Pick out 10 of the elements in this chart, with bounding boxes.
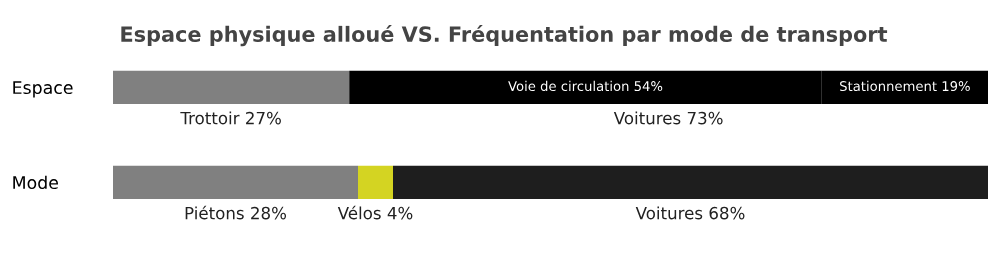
data-label: Trottoir 27% — [180, 111, 281, 125]
data-label: Piétons 28% — [185, 205, 287, 220]
y-tick-label: Espace — [13, 81, 73, 98]
data-label: Stationnement 19% — [840, 80, 970, 92]
annotation: Voitures 73% — [613, 111, 723, 125]
data-label: Voie de circulation 54% — [508, 80, 663, 92]
data-label: Voitures 68% — [635, 206, 745, 220]
y-tick-label: Mode — [13, 175, 58, 190]
data-label: Vélos 4% — [337, 205, 413, 220]
chart-title: Espace physique alloué VS. Fréquentation par mode de transport — [121, 25, 888, 47]
